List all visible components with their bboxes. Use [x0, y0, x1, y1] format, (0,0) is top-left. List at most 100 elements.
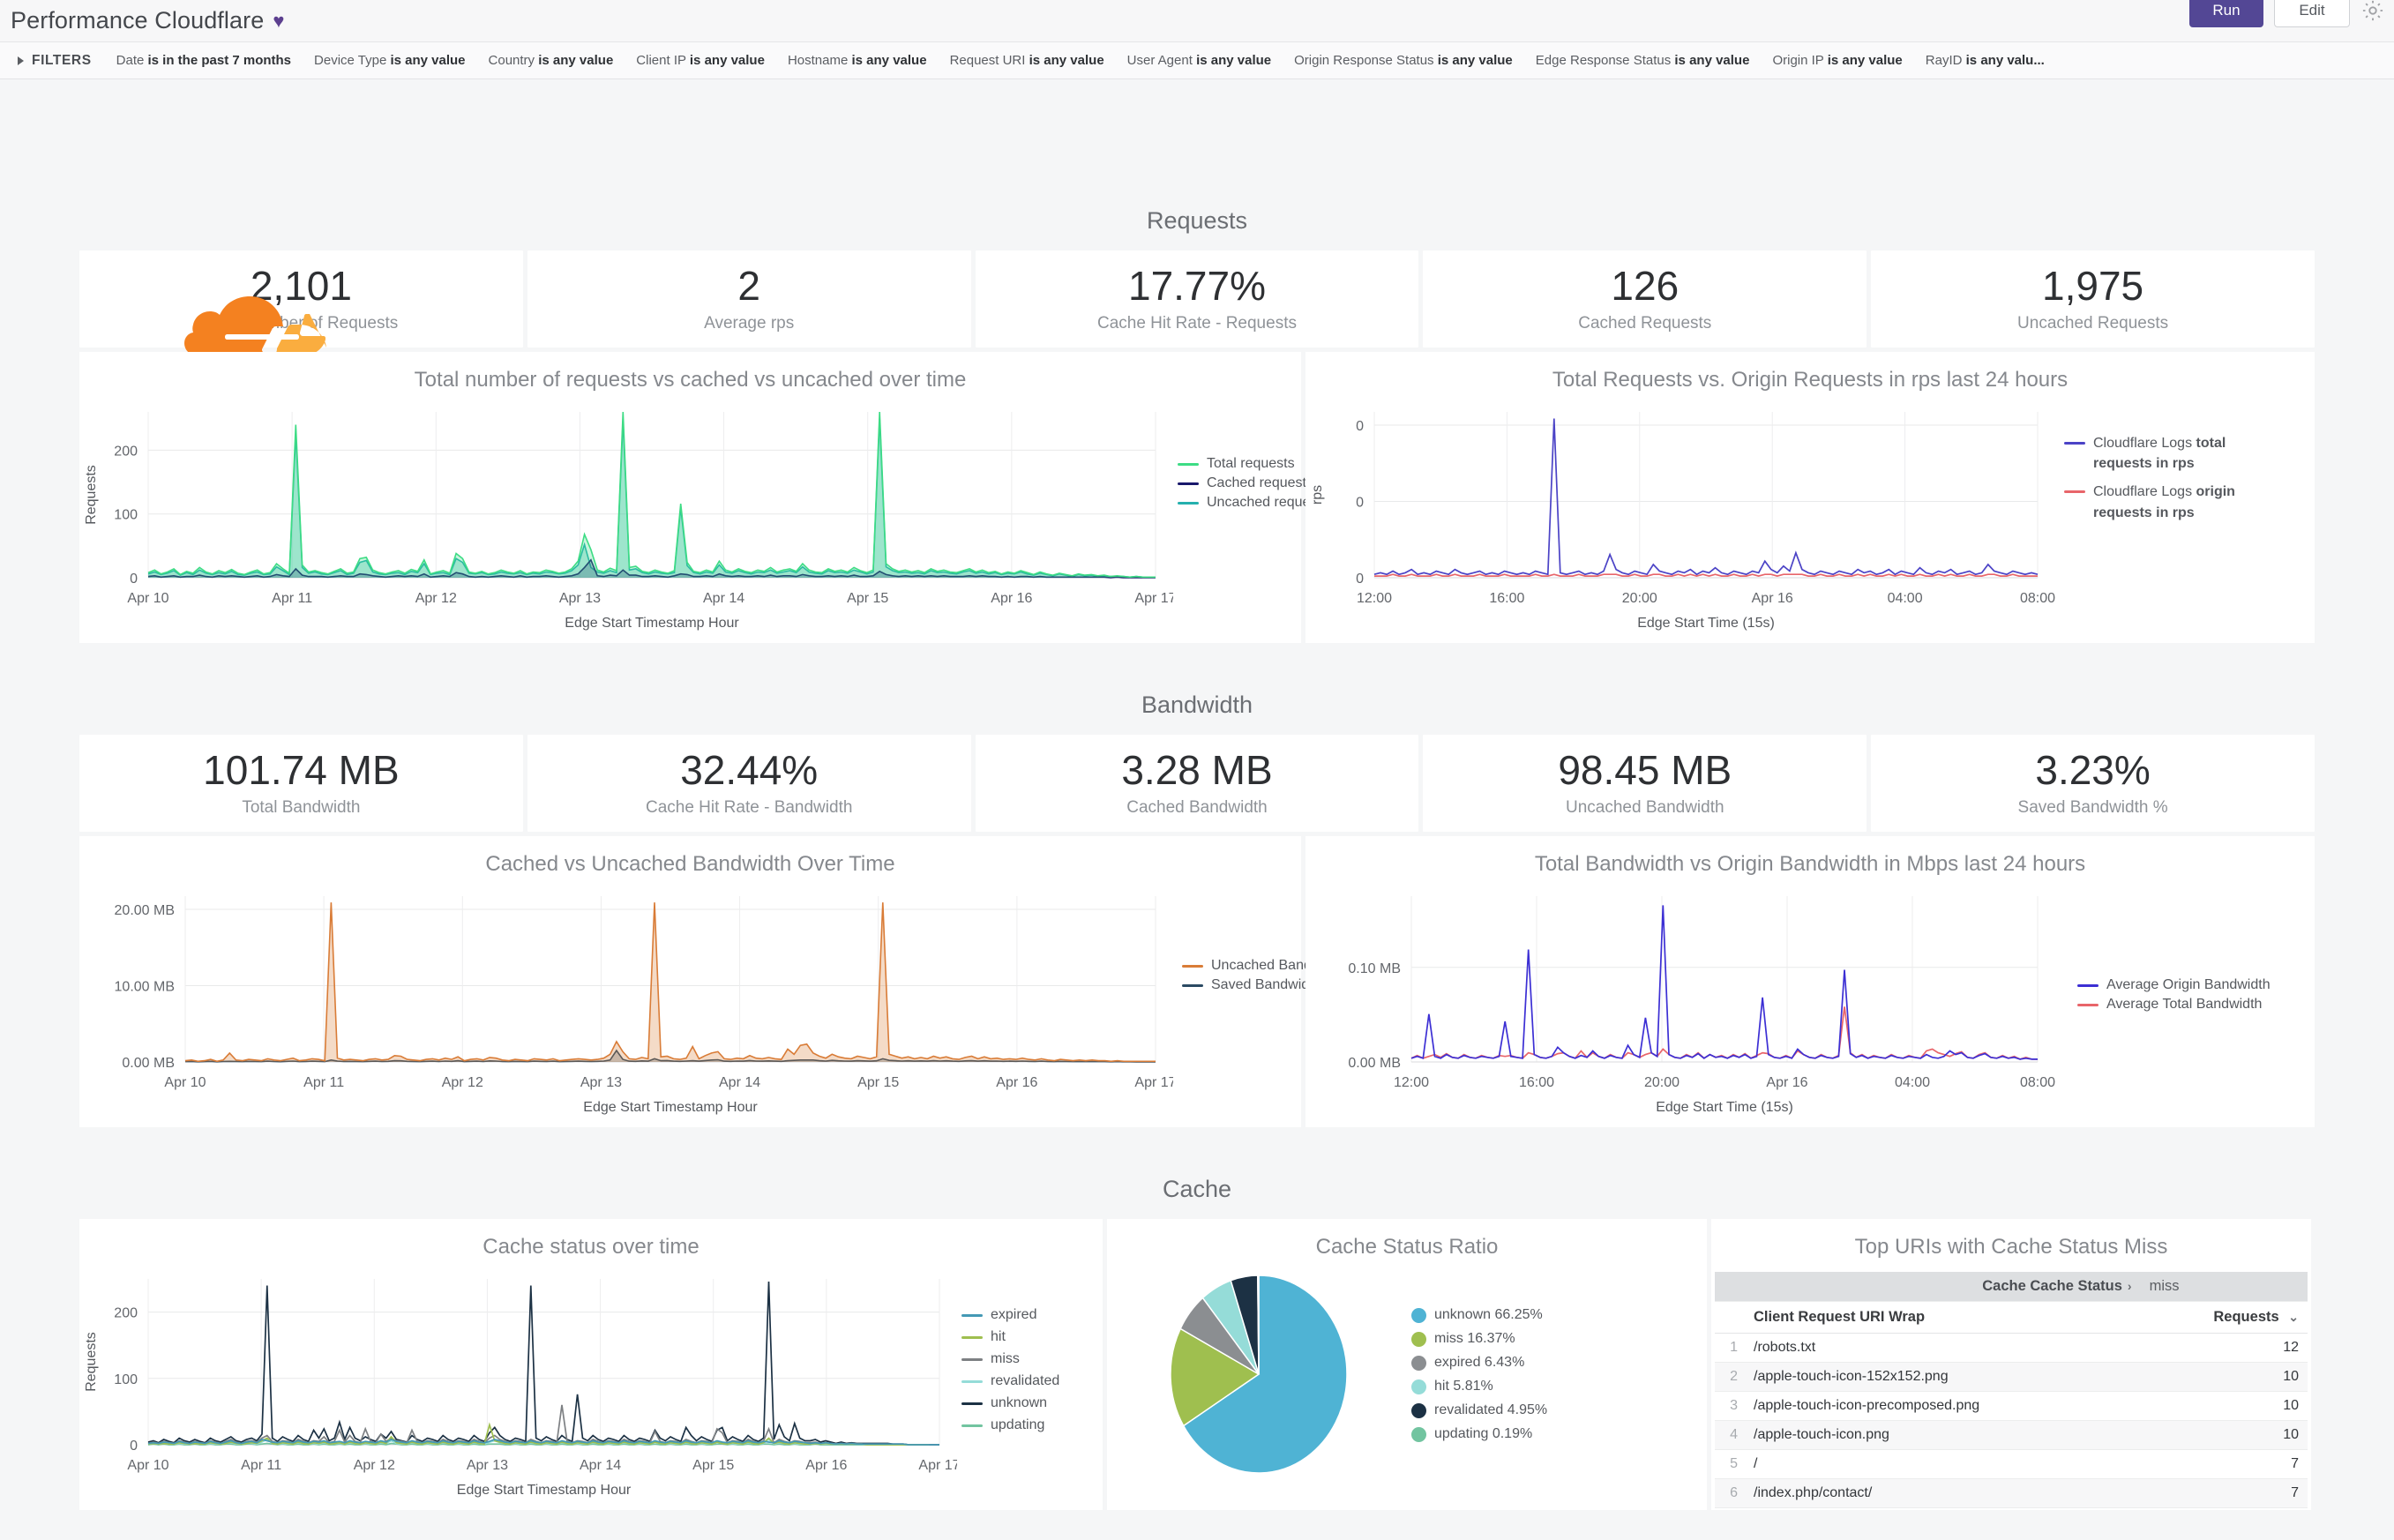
chart-legend[interactable]: Average Origin Bandwidth Average Total Ba… [2077, 977, 2271, 1013]
legend-item[interactable]: updating 0.19% [1411, 1426, 1547, 1442]
filter-item-request-uri[interactable]: Request URI is any value [950, 53, 1104, 68]
gear-icon[interactable] [2360, 0, 2385, 23]
filter-item-hostname[interactable]: Hostname is any value [788, 53, 927, 68]
filter-field: Edge Response Status [1535, 53, 1672, 68]
legend-item[interactable]: Average Total Bandwidth [2077, 997, 2271, 1013]
legend-item[interactable]: hit [961, 1329, 1059, 1345]
legend-item[interactable]: revalidated 4.95% [1411, 1402, 1547, 1418]
legend-item[interactable]: miss [961, 1351, 1059, 1367]
filter-item-country[interactable]: Country is any value [489, 53, 614, 68]
pie-slice[interactable] [1257, 1275, 1260, 1375]
legend-item[interactable]: Average Origin Bandwidth [2077, 977, 2271, 993]
cell-uri[interactable]: /robots.txt [1745, 1333, 2141, 1363]
chart-plot-area[interactable]: 0 0 0 12:00 16:00 20:00 Apr 16 04:00 08:00 rps Edg… [1305, 392, 2315, 637]
legend-item[interactable]: unknown 66.25% [1411, 1307, 1547, 1323]
requests-kpi-tile[interactable]: 17.77% Cache Hit Rate - Requests [975, 250, 1419, 348]
legend-item[interactable]: Cloudflare Logs origin requests in rps [2064, 482, 2261, 522]
table-row[interactable]: 6/index.php/contact/7 [1715, 1478, 2308, 1508]
requests-kpi-tile[interactable]: 126 Cached Requests [1423, 250, 1867, 348]
filter-item-device-type[interactable]: Device Type is any value [314, 53, 466, 68]
requests-kpi-tile[interactable]: 2,101 Total Number of Requests [79, 250, 523, 348]
table-wrapper[interactable]: Cache Cache Status › miss Client Request … [1711, 1260, 2311, 1508]
requests-kpi-tile[interactable]: 2 Average rps [527, 250, 971, 348]
bandwidth-kpi-tile[interactable]: 3.28 MB Cached Bandwidth [975, 735, 1419, 832]
filter-item-client-ip[interactable]: Client IP is any value [636, 53, 765, 68]
chart-card-requests-over-time[interactable]: Total number of requests vs cached vs un… [79, 352, 1328, 643]
legend-item[interactable]: updating [961, 1417, 1059, 1433]
col-header-requests[interactable]: Requests ⌄ [2140, 1301, 2308, 1334]
bandwidth-kpi-tile[interactable]: 3.23% Saved Bandwidth % [1871, 735, 2315, 832]
filter-item-rayid[interactable]: RayID is any valu... [1926, 53, 2045, 68]
legend-item[interactable]: Cached requests [1178, 475, 1328, 491]
svg-text:Apr 16: Apr 16 [805, 1458, 847, 1473]
cell-uri[interactable]: /index.php/contact/ [1745, 1478, 2141, 1508]
cell-uri[interactable]: / [1745, 1449, 2141, 1479]
chart-legend[interactable]: Total requests Cached requests Uncached re… [1178, 456, 1328, 511]
svg-text:Apr 17: Apr 17 [1134, 591, 1173, 606]
chart-plot-area[interactable]: 0.00 MB 0.10 MB 12:00 16:00 20:00 Apr 16 04:00… [1305, 877, 2315, 1121]
chart-card-requests-rps[interactable]: Total Requests vs. Origin Requests in rp… [1305, 352, 2315, 643]
pie-chart-area[interactable] [1107, 1260, 1707, 1504]
filter-item-edge-response-status[interactable]: Edge Response Status is any value [1536, 53, 1750, 68]
edit-button[interactable]: Edit [2274, 0, 2350, 27]
legend-item[interactable]: unknown [961, 1395, 1059, 1411]
col-header-uri[interactable]: Client Request URI Wrap [1745, 1301, 2141, 1334]
top-bar: Performance Cloudflare ♥ Run Edit [0, 0, 2394, 42]
bandwidth-kpi-tile[interactable]: 32.44% Cache Hit Rate - Bandwidth [527, 735, 971, 832]
group-field-label[interactable]: Cache Cache Status › [1745, 1272, 2141, 1302]
legend-item[interactable]: revalidated [961, 1373, 1059, 1389]
chart-plot-area[interactable]: 0.00 MB 10.00 MB 20.00 MB Apr 10 Apr 11 Apr 1… [79, 877, 1301, 1121]
bandwidth-kpi-tile[interactable]: 101.74 MB Total Bandwidth [79, 735, 523, 832]
svg-text:Apr 16: Apr 16 [996, 1075, 1037, 1090]
top-uris-table[interactable]: Cache Cache Status › miss Client Request … [1715, 1272, 2308, 1508]
svg-text:Apr 13: Apr 13 [580, 1075, 622, 1090]
chart-card-cache-status-over-time[interactable]: Cache status over time 0 100 200 Apr 10 Apr … [79, 1219, 1103, 1510]
chart-plot-area[interactable]: 0 100 200 Apr 10 Apr 11 Apr 12 Apr 13 Apr 14 Apr… [79, 1260, 1103, 1504]
svg-text:Apr 12: Apr 12 [442, 1075, 483, 1090]
legend-item[interactable]: Cloudflare Logs total requests in rps [2064, 433, 2261, 474]
cell-uri[interactable]: /apple-touch-icon-152x152.png [1745, 1362, 2141, 1392]
legend-item[interactable]: Uncached requests [1178, 495, 1328, 511]
cell-uri[interactable]: /apple-touch-icon.png [1745, 1420, 2141, 1450]
pie-slice[interactable] [1170, 1327, 1261, 1427]
table-row[interactable]: 4/apple-touch-icon.png 10 [1715, 1420, 2308, 1450]
legend-item[interactable]: expired [961, 1307, 1059, 1323]
filter-item-origin-ip[interactable]: Origin IP is any value [1772, 53, 1902, 68]
cell-requests: 7 [2140, 1478, 2308, 1508]
filters-label: FILTERS [32, 52, 92, 68]
chart-plot-area[interactable]: 0 100 200 Apr 10 Apr 11 Apr 12 Apr 13 Apr 14 Apr… [79, 392, 1301, 637]
table-row[interactable]: 2/apple-touch-icon-152x152.png 10 [1715, 1362, 2308, 1392]
filters-toggle[interactable]: FILTERS [18, 53, 92, 69]
chart-legend[interactable]: Cloudflare Logs total requests in rps Clo… [2064, 433, 2261, 523]
chart-card-bandwidth-over-time[interactable]: Cached vs Uncached Bandwidth Over Time 0… [79, 836, 1344, 1127]
svg-text:Apr 14: Apr 14 [580, 1458, 621, 1473]
pie-slice[interactable] [1182, 1275, 1348, 1474]
table-card-top-uris[interactable]: Top URIs with Cache Status Miss Cache Ca… [1711, 1219, 2311, 1510]
chart-card-bandwidth-mbps[interactable]: Total Bandwidth vs Origin Bandwidth in M… [1305, 836, 2315, 1127]
legend-label: Total requests [1207, 456, 1295, 471]
svg-text:0.00 MB: 0.00 MB [122, 1056, 175, 1071]
requests-kpi-tile[interactable]: 1,975 Uncached Requests [1871, 250, 2315, 348]
row-index: 6 [1715, 1478, 1745, 1508]
legend-item[interactable]: expired 6.43% [1411, 1355, 1547, 1371]
table-row[interactable]: 1/robots.txt 12 [1715, 1333, 2308, 1363]
chart-legend[interactable]: expired hit miss revalidated unknown updating [961, 1307, 1059, 1433]
svg-text:Apr 17: Apr 17 [918, 1458, 957, 1473]
run-button[interactable]: Run [2189, 0, 2263, 27]
legend-item[interactable]: Saved Bandwidth [1182, 977, 1344, 993]
filter-item-date[interactable]: Date is in the past 7 months [116, 53, 291, 68]
legend-item[interactable]: miss 16.37% [1411, 1331, 1547, 1347]
legend-item[interactable]: hit 5.81% [1411, 1379, 1547, 1394]
svg-text:Apr 16: Apr 16 [1766, 1075, 1807, 1090]
chart-card-cache-status-ratio[interactable]: Cache Status Ratio unknown 66.25% miss 16… [1107, 1219, 1707, 1510]
table-header-row: Client Request URI Wrap Requests ⌄ [1715, 1301, 2308, 1334]
cell-uri[interactable]: /apple-touch-icon-precomposed.png [1745, 1391, 2141, 1421]
bandwidth-kpi-tile[interactable]: 98.45 MB Uncached Bandwidth [1423, 735, 1867, 832]
chart-legend[interactable]: unknown 66.25% miss 16.37% expired 6.43% hi… [1411, 1307, 1547, 1442]
filter-item-origin-response-status[interactable]: Origin Response Status is any value [1294, 53, 1513, 68]
table-row[interactable]: 5/7 [1715, 1449, 2308, 1479]
heart-icon[interactable]: ♥ [273, 9, 285, 32]
filter-item-user-agent[interactable]: User Agent is any value [1127, 53, 1271, 68]
table-row[interactable]: 3/apple-touch-icon-precomposed.png 10 [1715, 1391, 2308, 1421]
legend-item[interactable]: Total requests [1178, 456, 1328, 472]
